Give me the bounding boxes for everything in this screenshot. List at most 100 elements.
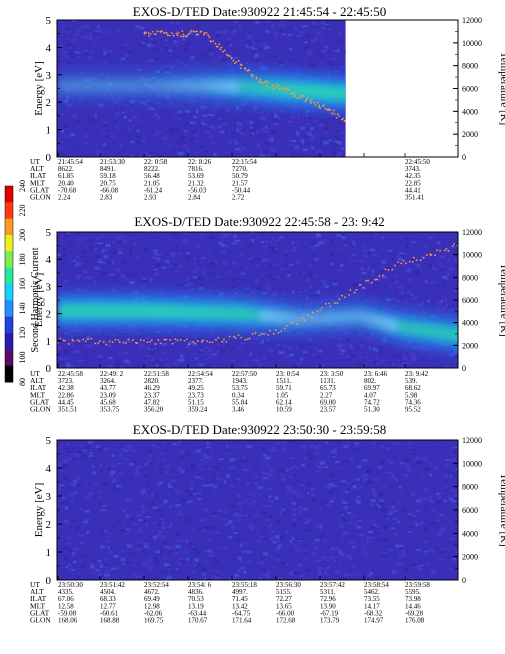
band-core	[444, 328, 453, 339]
noise-cell	[213, 466, 219, 470]
noise-cell	[388, 488, 392, 491]
noise-cell	[279, 30, 283, 32]
trace-point	[174, 338, 177, 341]
noise-cell	[307, 294, 313, 297]
noise-cell	[270, 236, 274, 240]
noise-cell	[149, 37, 154, 41]
noise-cell	[381, 275, 387, 279]
noise-cell	[275, 247, 278, 252]
noise-cell	[179, 61, 185, 64]
noise-cell	[359, 533, 364, 536]
band-core	[458, 330, 466, 340]
noise-cell	[336, 234, 342, 237]
noise-cell	[352, 484, 357, 489]
noise-cell	[83, 334, 89, 337]
noise-cell	[289, 35, 295, 38]
noise-cell	[446, 259, 451, 262]
noise-cell	[219, 345, 225, 349]
noise-cell	[208, 349, 213, 352]
y2-tick-label: 2000	[462, 341, 478, 350]
noise-cell	[152, 506, 158, 509]
noise-cell	[193, 353, 197, 356]
noise-cell	[184, 451, 190, 454]
noise-cell	[305, 135, 308, 138]
colorbar-tick-label: 180	[18, 254, 27, 266]
noise-cell	[270, 349, 274, 353]
trace-point	[307, 314, 309, 317]
noise-cell	[112, 241, 116, 243]
noise-cell	[239, 567, 246, 569]
noise-cell	[190, 529, 194, 533]
noise-cell	[74, 264, 80, 268]
noise-cell	[144, 539, 150, 542]
noise-cell	[271, 566, 276, 569]
noise-cell	[425, 459, 428, 462]
row-value: -67.19	[320, 609, 339, 617]
noise-cell	[364, 357, 367, 360]
noise-cell	[225, 511, 228, 514]
noise-cell	[155, 464, 159, 467]
row-label: ILAT	[30, 383, 47, 392]
noise-cell	[84, 344, 91, 348]
trace-point	[221, 340, 224, 343]
noise-cell	[110, 334, 115, 337]
noise-cell	[320, 50, 327, 53]
noise-cell	[108, 131, 112, 134]
noise-cell	[415, 475, 418, 479]
noise-cell	[175, 251, 182, 255]
noise-cell	[327, 246, 331, 249]
trace-point	[445, 247, 448, 250]
y2-axis-label: Temperature [K]	[498, 473, 505, 546]
noise-cell	[102, 338, 106, 342]
noise-cell	[254, 54, 260, 58]
trace-point	[344, 296, 346, 299]
noise-cell	[194, 31, 198, 34]
row-value: 69.00	[320, 398, 336, 406]
noise-cell	[290, 465, 296, 468]
trace-point	[215, 338, 217, 341]
heatmap-area	[57, 20, 346, 157]
trace-point	[304, 100, 307, 103]
noise-cell	[165, 467, 169, 470]
noise-cell	[254, 468, 258, 472]
y-tick-label: 0	[46, 575, 52, 587]
noise-cell	[248, 31, 254, 33]
noise-cell	[204, 550, 207, 553]
row-value: 351.41	[405, 194, 425, 202]
noise-cell	[151, 345, 154, 349]
noise-cell	[373, 478, 380, 481]
noise-cell	[142, 562, 147, 566]
noise-cell	[334, 467, 338, 470]
noise-cell	[141, 576, 145, 579]
noise-cell	[138, 519, 143, 522]
noise-cell	[323, 23, 328, 25]
noise-cell	[391, 279, 395, 282]
noise-cell	[201, 568, 208, 571]
noise-cell	[175, 503, 181, 507]
noise-cell	[190, 480, 194, 483]
trace-point	[102, 341, 105, 344]
noise-cell	[447, 557, 453, 560]
noise-cell	[247, 244, 253, 248]
noise-cell	[129, 339, 132, 343]
noise-cell	[159, 35, 162, 38]
noise-cell	[296, 260, 299, 264]
noise-cell	[320, 366, 326, 368]
row-value: 3264.	[100, 377, 116, 385]
row-label: UT	[30, 580, 40, 589]
noise-cell	[347, 488, 352, 491]
noise-cell	[240, 507, 245, 511]
noise-cell	[410, 452, 416, 455]
noise-cell	[102, 121, 107, 124]
trace-point	[108, 340, 111, 343]
noise-cell	[306, 528, 312, 532]
noise-cell	[73, 547, 80, 551]
noise-cell	[350, 246, 353, 249]
noise-cell	[403, 243, 406, 247]
noise-cell	[74, 491, 78, 494]
noise-cell	[176, 490, 182, 493]
band-core	[66, 80, 73, 91]
noise-cell	[211, 262, 215, 265]
noise-cell	[174, 488, 178, 492]
noise-cell	[318, 507, 322, 510]
